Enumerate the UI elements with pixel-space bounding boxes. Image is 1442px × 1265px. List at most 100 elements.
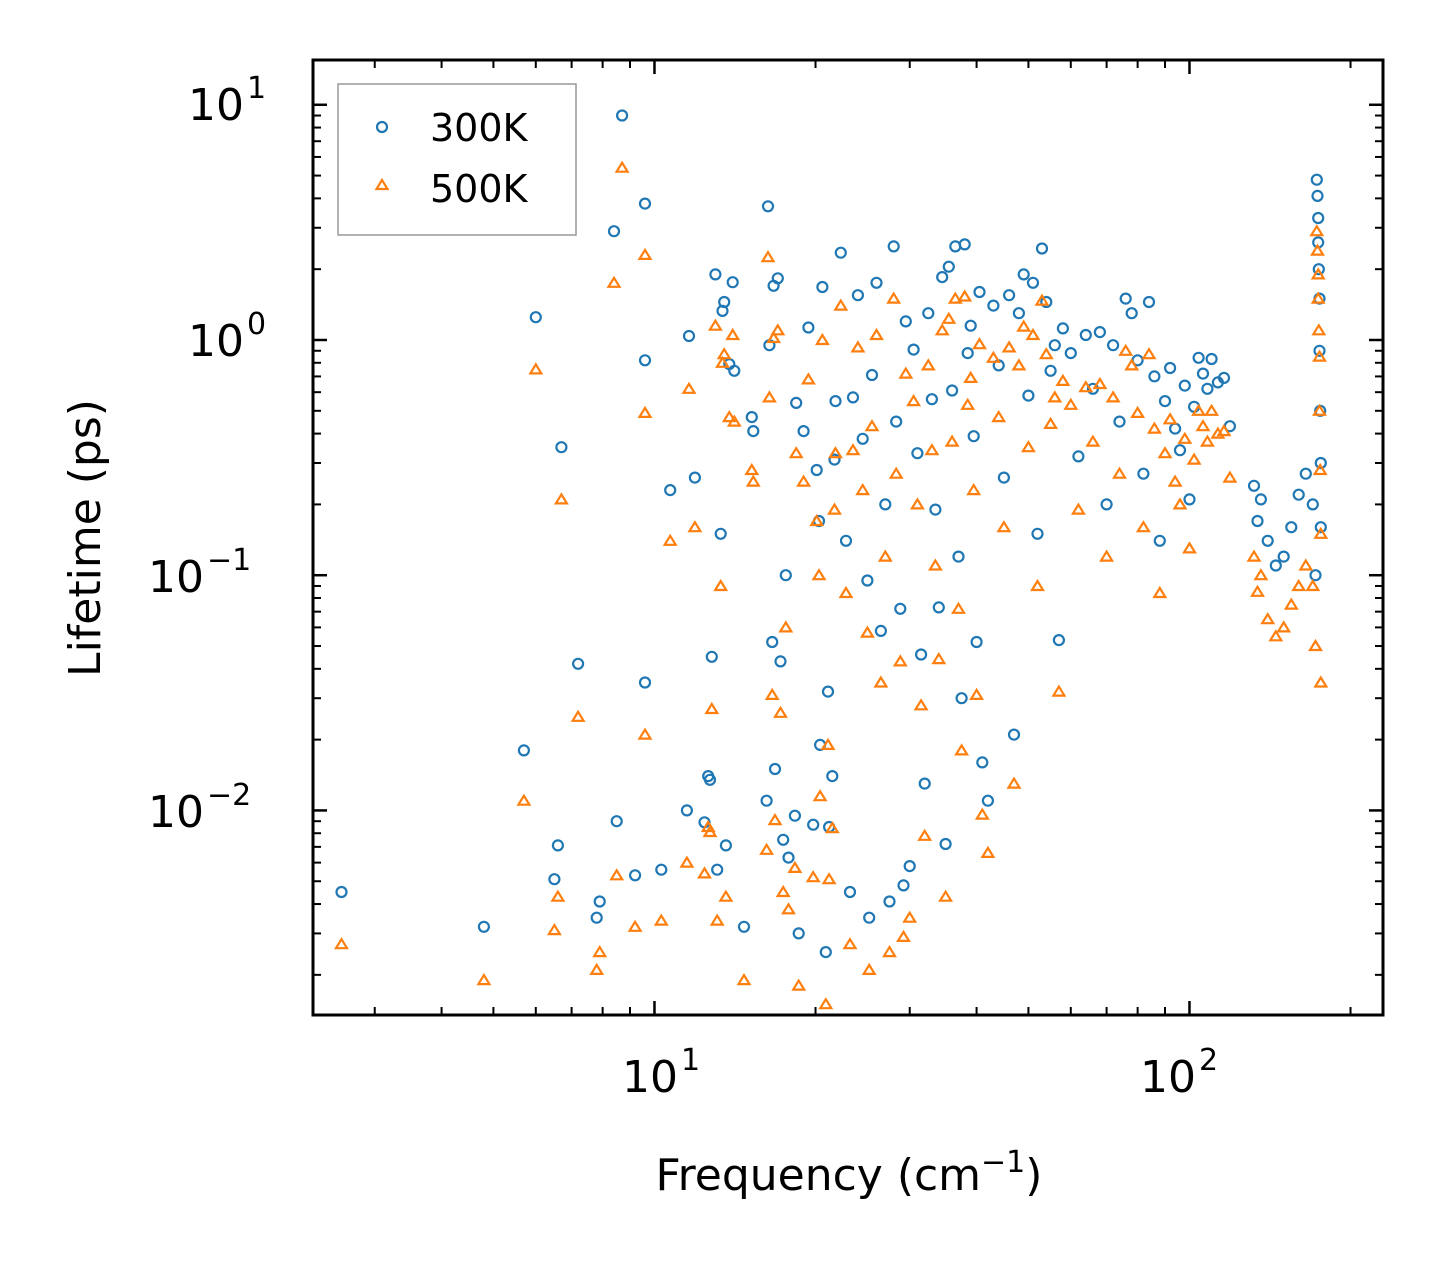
point-300k bbox=[638, 676, 652, 689]
point-300k bbox=[779, 569, 792, 582]
point-300k bbox=[1119, 292, 1132, 305]
point-300k bbox=[638, 197, 652, 210]
x-tick-label-1: 10 bbox=[622, 1052, 678, 1103]
point-300k bbox=[726, 276, 739, 289]
point-300k bbox=[774, 655, 787, 668]
y-tick-label-2: 10 bbox=[188, 316, 244, 367]
point-500k bbox=[886, 291, 902, 304]
point-500k bbox=[1222, 470, 1238, 483]
point-500k bbox=[1020, 440, 1036, 453]
point-500k bbox=[1268, 629, 1284, 642]
point-300k bbox=[826, 769, 839, 783]
point-300k bbox=[1035, 242, 1049, 255]
point-300k bbox=[807, 818, 820, 831]
point-500k bbox=[821, 872, 837, 885]
point-500k bbox=[759, 842, 775, 855]
point-500k bbox=[637, 405, 653, 418]
point-300k bbox=[1125, 307, 1138, 320]
point-300k bbox=[829, 395, 842, 408]
point-500k bbox=[528, 362, 544, 375]
x-tick-exp-1: 1 bbox=[681, 1043, 700, 1078]
point-300k bbox=[1158, 395, 1172, 408]
point-300k bbox=[615, 109, 629, 122]
point-500k bbox=[972, 337, 987, 350]
point-300k bbox=[688, 471, 702, 484]
legend-marker-500k bbox=[374, 177, 390, 191]
point-300k bbox=[1178, 379, 1191, 392]
point-500k bbox=[1070, 502, 1086, 515]
point-500k bbox=[592, 944, 608, 958]
point-300k bbox=[747, 425, 760, 438]
point-300k bbox=[771, 272, 784, 285]
point-500k bbox=[1312, 462, 1328, 476]
point-300k bbox=[1285, 521, 1298, 534]
point-500k bbox=[838, 585, 854, 599]
point-500k bbox=[809, 513, 825, 527]
point-300k bbox=[903, 859, 916, 873]
point-500k bbox=[944, 434, 960, 447]
point-500k bbox=[1246, 549, 1262, 562]
point-500k bbox=[606, 275, 622, 288]
point-300k bbox=[987, 299, 1000, 312]
point-500k bbox=[969, 687, 985, 701]
point-300k bbox=[680, 804, 694, 817]
point-300k bbox=[628, 869, 642, 882]
point-500k bbox=[980, 845, 996, 859]
point-500k bbox=[842, 937, 858, 950]
point-300k bbox=[590, 911, 603, 924]
point-500k bbox=[1135, 520, 1151, 533]
point-500k bbox=[1118, 343, 1134, 356]
point-500k bbox=[1092, 376, 1108, 390]
point-300k bbox=[939, 837, 952, 851]
point-500k bbox=[869, 327, 884, 341]
point-300k bbox=[856, 432, 869, 445]
point-300k bbox=[863, 911, 876, 924]
point-500k bbox=[736, 972, 752, 986]
point-300k bbox=[1183, 493, 1196, 506]
point-500k bbox=[334, 937, 349, 950]
y-tick-exp-3: −1 bbox=[207, 543, 251, 578]
y-tick-label-1: 10 bbox=[188, 80, 244, 131]
point-500k bbox=[1276, 620, 1292, 633]
point-300k bbox=[782, 851, 795, 864]
point-500k bbox=[637, 247, 653, 260]
point-500k bbox=[1152, 585, 1168, 599]
point-500k bbox=[1191, 403, 1207, 416]
point-300k bbox=[1142, 295, 1156, 309]
point-500k bbox=[824, 821, 840, 834]
point-300k bbox=[1100, 498, 1113, 511]
point-500k bbox=[662, 533, 678, 546]
point-300k bbox=[976, 756, 989, 769]
point-500k bbox=[812, 789, 828, 802]
point-500k bbox=[787, 860, 803, 874]
point-300k bbox=[964, 319, 977, 332]
point-500k bbox=[1310, 267, 1326, 280]
point-500k bbox=[1130, 405, 1146, 418]
legend-label-300k: 300K bbox=[430, 106, 529, 150]
point-500k bbox=[770, 323, 786, 336]
y-tick-exp-1: 1 bbox=[247, 71, 266, 106]
point-300k bbox=[1113, 415, 1126, 428]
point-500k bbox=[1310, 243, 1325, 256]
point-300k bbox=[1093, 326, 1107, 339]
point-500k bbox=[1051, 684, 1067, 697]
point-500k bbox=[553, 492, 569, 505]
point-500k bbox=[800, 372, 816, 385]
point-500k bbox=[516, 793, 532, 806]
point-500k bbox=[773, 705, 788, 718]
series-500k bbox=[334, 160, 1329, 1010]
point-500k bbox=[637, 727, 653, 740]
point-500k bbox=[938, 889, 954, 902]
point-500k bbox=[960, 397, 976, 410]
point-500k bbox=[906, 393, 922, 407]
point-500k bbox=[924, 443, 940, 456]
point-300k bbox=[1072, 450, 1085, 463]
point-300k bbox=[907, 343, 920, 356]
point-500k bbox=[1162, 412, 1178, 425]
point-500k bbox=[1283, 597, 1299, 610]
point-300k bbox=[711, 863, 724, 876]
x-tick-labels: 10 1 10 2 bbox=[622, 1043, 1218, 1103]
point-500k bbox=[963, 370, 979, 383]
point-500k bbox=[898, 366, 914, 379]
y-tick-labels: 10 1 10 0 10 −1 10 −2 bbox=[148, 71, 266, 838]
